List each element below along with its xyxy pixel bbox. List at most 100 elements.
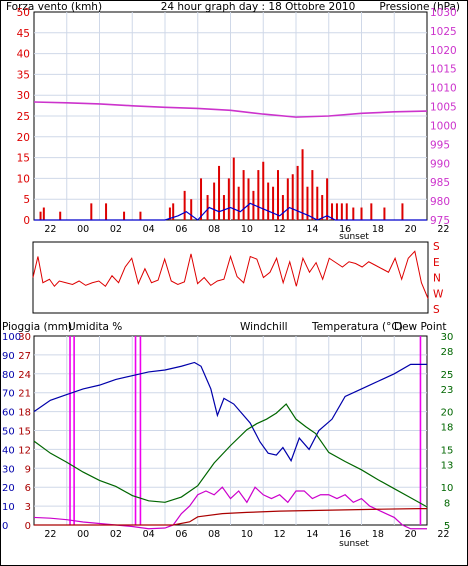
direction-panel-box — [32, 241, 429, 314]
wind-tick-label: 20 — [17, 132, 30, 144]
x-tick-label: 18 — [372, 224, 384, 235]
pressure-tick-label: 990 — [430, 158, 450, 170]
rain-tick-label: 30 — [18, 332, 31, 343]
wind-tick-label: 45 — [17, 28, 30, 40]
humidity-tick-label: 90 — [2, 351, 15, 362]
temperature-tick-label: 23 — [441, 385, 454, 396]
rain-tick-label: 9 — [25, 464, 31, 475]
x-tick-label: 06 — [175, 529, 187, 540]
x-tick-label: 16 — [339, 529, 351, 540]
x-tick-label: 16 — [339, 224, 351, 235]
rain-tick-label: 21 — [18, 389, 31, 400]
temperature-tick-label: 10 — [441, 483, 454, 494]
x-tick-label: 04 — [143, 529, 155, 540]
sunset-label-top: sunset — [339, 232, 369, 242]
humidity-tick-label: 20 — [2, 483, 15, 494]
wind-tick-label: 35 — [17, 69, 30, 81]
wind-tick-label: 40 — [17, 49, 30, 61]
x-tick-label: 00 — [77, 529, 89, 540]
direction-label: S — [433, 241, 440, 253]
rain-tick-label: 6 — [25, 483, 31, 494]
wind-direction-line — [32, 250, 429, 299]
temperature-tick-label: 18 — [441, 423, 454, 434]
temperature-tick-label: 25 — [441, 370, 454, 381]
pressure-tick-label: 1010 — [430, 83, 457, 95]
gust-line — [34, 202, 427, 221]
wind-tick-label: 30 — [17, 90, 30, 102]
temperature-tick-label: 30 — [441, 332, 454, 343]
humidity-tick-label: 40 — [2, 445, 15, 456]
x-tick-label: 22 — [44, 529, 56, 540]
humidity-tick-label: 80 — [2, 370, 15, 381]
dewpoint-axis-title: Dew Point — [394, 321, 447, 333]
wind-tick-label: 5 — [23, 194, 30, 206]
rain-tick-label: 27 — [18, 351, 31, 362]
temperature-tick-label: 15 — [441, 445, 454, 456]
x-tick-label: 08 — [208, 224, 220, 235]
direction-label: W — [433, 288, 444, 300]
pressure-tick-label: 1030 — [430, 7, 457, 19]
x-tick-label: 14 — [306, 529, 318, 540]
rain-tick-label: 0 — [25, 521, 31, 532]
dewpoint-line — [33, 486, 427, 530]
temperature-tick-label: 8 — [444, 498, 450, 509]
x-tick-label: 10 — [241, 224, 253, 235]
x-tick-label: 20 — [405, 224, 417, 235]
pressure-tick-label: 1005 — [430, 102, 457, 114]
x-tick-label: 14 — [306, 224, 318, 235]
x-tick-label: 10 — [241, 529, 253, 540]
pressure-axis-title: Pressione (hPa) — [379, 1, 460, 13]
direction-label: S — [433, 304, 440, 316]
pressure-tick-label: 1025 — [430, 26, 457, 38]
wind-axis-title: Forza vento (kmh) — [6, 1, 102, 13]
direction-label: N — [433, 273, 441, 285]
x-tick-label: 12 — [274, 529, 286, 540]
humidity-tick-label: 70 — [2, 389, 15, 400]
x-tick-label: 22 — [437, 224, 449, 235]
x-tick-label: 04 — [143, 224, 155, 235]
rain-line — [34, 508, 427, 526]
pressure-line — [33, 101, 428, 118]
wind-tick-label: 50 — [17, 7, 30, 19]
temperature-tick-label: 28 — [441, 347, 454, 358]
pressure-tick-label: 985 — [430, 177, 450, 189]
direction-label: E — [433, 257, 440, 269]
wind-tick-label: 10 — [17, 173, 30, 185]
windchill-axis-title: Windchill — [240, 321, 288, 333]
x-tick-label: 06 — [175, 224, 187, 235]
temperature-tick-label: 20 — [441, 408, 454, 419]
chart-title: 24 hour graph day : 18 Ottobre 2010 — [161, 1, 356, 13]
humidity-line — [33, 361, 427, 463]
pressure-tick-label: 980 — [430, 196, 450, 208]
temperature-axis-title: Temperatura (°C) — [311, 321, 403, 333]
x-tick-label: 22 — [44, 224, 56, 235]
temperature-tick-label: 5 — [444, 521, 450, 532]
x-tick-label: 18 — [372, 529, 384, 540]
humidity-tick-label: 50 — [2, 427, 15, 438]
pressure-tick-label: 975 — [430, 215, 450, 227]
rain-tick-label: 15 — [18, 427, 31, 438]
x-tick-label: 02 — [110, 224, 122, 235]
humidity-tick-label: 10 — [2, 502, 15, 513]
rain-axis-title: Pioggia (mm) — [2, 321, 72, 333]
temperature-tick-label: 13 — [441, 461, 454, 472]
rain-tick-label: 18 — [18, 408, 31, 419]
wind-tick-label: 0 — [23, 215, 30, 227]
humidity-tick-label: 100 — [2, 332, 21, 343]
x-tick-label: 22 — [437, 529, 449, 540]
humidity-axis-title: Umidita % — [68, 321, 122, 333]
pressure-tick-label: 1015 — [430, 64, 457, 76]
humidity-tick-label: 0 — [2, 521, 8, 532]
rain-tick-label: 24 — [18, 370, 31, 381]
rain-tick-label: 12 — [18, 445, 31, 456]
x-tick-label: 20 — [405, 529, 417, 540]
pressure-tick-label: 995 — [430, 139, 450, 151]
pressure-tick-label: 1020 — [430, 45, 457, 57]
rain-tick-label: 3 — [25, 502, 31, 513]
x-tick-label: 00 — [77, 224, 89, 235]
x-tick-label: 12 — [274, 224, 286, 235]
sunset-label-bottom: sunset — [339, 539, 369, 549]
temperature-line — [33, 403, 428, 508]
x-tick-label: 02 — [110, 529, 122, 540]
x-tick-label: 08 — [208, 529, 220, 540]
